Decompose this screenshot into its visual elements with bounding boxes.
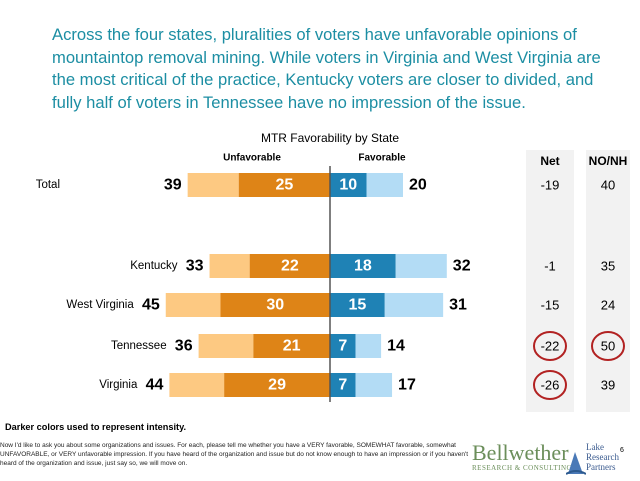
favorable-somewhat-bar <box>395 254 447 278</box>
unfavorable-very-label: 30 <box>266 297 284 314</box>
favorable-total-label: 14 <box>387 338 405 355</box>
category-label: Tennessee <box>111 340 167 352</box>
lake-research-logo: Lake Research Partners <box>566 442 636 478</box>
net-value: -22 <box>541 339 560 354</box>
net-value: -15 <box>541 298 560 313</box>
net-value: -26 <box>541 378 560 393</box>
unfavorable-very-bar <box>249 254 330 278</box>
net-column-box <box>526 150 574 412</box>
net-highlight-circle <box>533 331 567 361</box>
favorable-somewhat-bar <box>355 334 382 358</box>
unfavorable-very-bar <box>220 293 330 317</box>
unfavorable-very-bar <box>253 334 330 358</box>
bellwether-logo-subtitle: RESEARCH & CONSULTING <box>472 464 573 472</box>
favorable-very-label: 7 <box>338 338 347 355</box>
favorable-very-label: 7 <box>338 377 347 394</box>
nonh-value: 35 <box>601 259 615 274</box>
unfavorable-total-label: 39 <box>164 177 182 194</box>
unfavorable-somewhat-bar <box>209 254 250 278</box>
favorable-very-bar <box>330 254 396 278</box>
nonh-value: 40 <box>601 178 615 193</box>
bellwether-logo-name: Bellwether <box>472 440 569 465</box>
question-text: Now I'd like to ask you about some organ… <box>0 442 469 467</box>
category-label: West Virginia <box>66 299 134 311</box>
nonh-value: 24 <box>601 298 615 313</box>
unfavorable-total-label: 44 <box>146 377 164 394</box>
unfavorable-header: Unfavorable <box>223 153 281 164</box>
nonh-header: NO/NH <box>588 154 628 168</box>
unfavorable-total-label: 33 <box>186 258 204 275</box>
unfavorable-total-label: 45 <box>142 297 160 314</box>
bellwether-logo: Bellwether RESEARCH & CONSULTING <box>472 440 573 473</box>
footnote: Darker colors used to represent intensit… <box>5 422 187 432</box>
favorable-very-label: 15 <box>348 297 366 314</box>
net-value: -19 <box>541 178 560 193</box>
page-number: 6 <box>620 447 624 454</box>
favorable-somewhat-bar <box>384 293 444 317</box>
unfavorable-very-label: 21 <box>283 338 301 355</box>
lake-logo-line-2: Research <box>586 452 619 462</box>
unfavorable-somewhat-bar <box>187 173 239 197</box>
unfavorable-very-label: 25 <box>275 177 293 194</box>
unfavorable-total-label: 36 <box>175 338 193 355</box>
lake-research-logo-icon <box>566 452 586 475</box>
nonh-column-box <box>586 150 630 412</box>
unfavorable-very-bar <box>224 373 330 397</box>
favorable-very-bar <box>330 293 385 317</box>
lake-logo-line-3: Partners <box>586 462 616 472</box>
unfavorable-very-label: 29 <box>268 377 286 394</box>
nonh-value: 50 <box>601 339 615 354</box>
favorable-header: Favorable <box>358 153 406 164</box>
lake-logo-line-1: Lake <box>586 442 604 452</box>
unfavorable-very-label: 22 <box>281 258 299 275</box>
favorable-very-label: 10 <box>339 177 357 194</box>
chart-title: MTR Favorability by State <box>260 131 400 145</box>
favorable-very-label: 18 <box>354 258 372 275</box>
favorable-very-bar <box>330 334 356 358</box>
favorable-total-label: 20 <box>409 177 427 194</box>
unfavorable-somewhat-bar <box>165 293 221 317</box>
favorable-total-label: 31 <box>449 297 467 314</box>
favorable-somewhat-bar <box>355 373 393 397</box>
nonh-value: 39 <box>601 378 615 393</box>
favorable-total-label: 32 <box>453 258 471 275</box>
category-label: Kentucky <box>130 260 178 272</box>
favorable-total-label: 17 <box>398 377 416 394</box>
net-header: Net <box>540 154 560 168</box>
category-label: Total <box>36 179 60 191</box>
headline: Across the four states, pluralities of v… <box>52 25 601 112</box>
unfavorable-somewhat-bar <box>169 373 225 397</box>
favorable-very-bar <box>330 373 356 397</box>
favorable-very-bar <box>330 173 367 197</box>
net-highlight-circle <box>533 370 567 400</box>
unfavorable-somewhat-bar <box>198 334 254 358</box>
nonh-highlight-circle <box>591 331 625 361</box>
category-label: Virginia <box>99 379 138 391</box>
favorable-somewhat-bar <box>366 173 403 197</box>
net-value: -1 <box>544 259 556 274</box>
unfavorable-very-bar <box>238 173 330 197</box>
